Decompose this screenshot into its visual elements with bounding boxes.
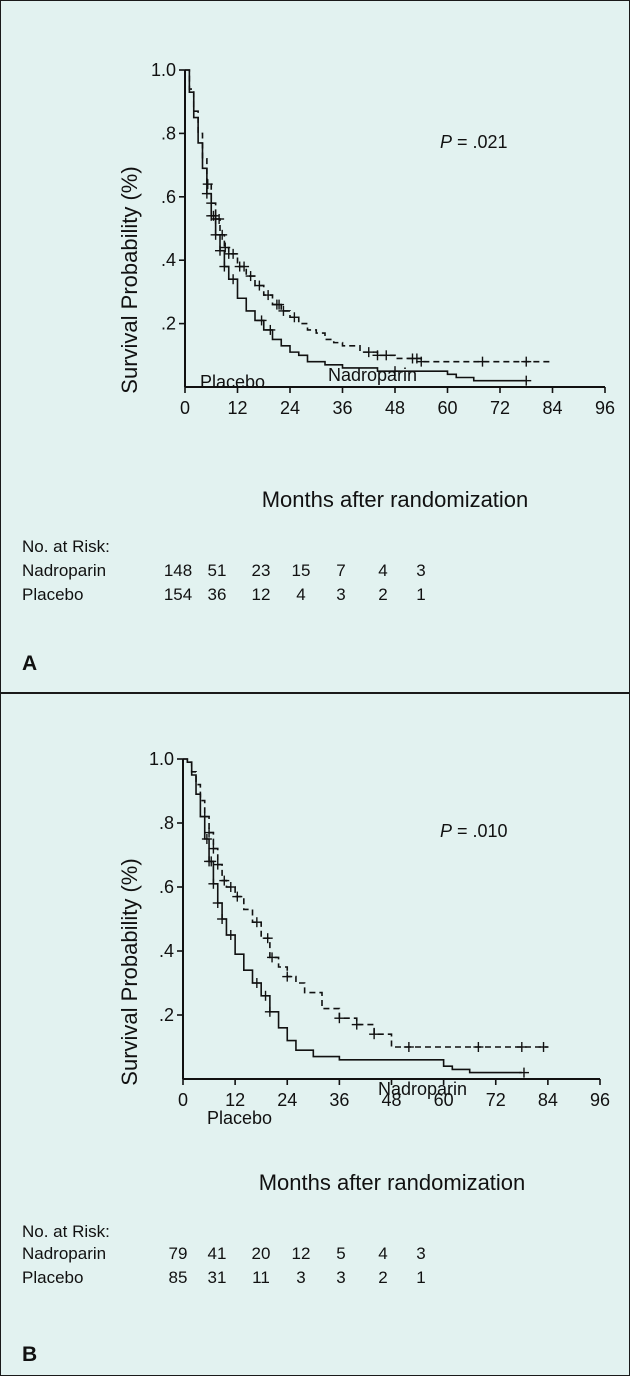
panel-a-risk-value-nadroparin: 3 (416, 561, 425, 580)
panel-a-risk-value-nadroparin: 7 (336, 561, 345, 580)
panel-b-y-tick-label: .8 (159, 813, 174, 833)
panel-b-nadroparin-curve (183, 758, 548, 1048)
panel-a-y-axis-title: Survival Probability (%) (117, 166, 142, 393)
panel-a-x-tick-label: 84 (542, 398, 562, 418)
panel-b-x-tick-label: 0 (178, 1090, 188, 1110)
panel-a-x-tick-label: 36 (332, 398, 352, 418)
panel-a-p-value: P = .021 (440, 132, 508, 152)
panel-b-x-tick-label: 84 (538, 1090, 558, 1110)
panel-b-x-tick-label: 96 (590, 1090, 610, 1110)
panel-a-y-tick-label: 1.0 (151, 60, 176, 80)
panel-a-risk-value-placebo: 2 (378, 585, 387, 604)
panel-b-risk-value-nadroparin: 20 (252, 1244, 271, 1263)
panel-a-risk-value-placebo: 3 (336, 585, 345, 604)
panel-a-label-placebo: Placebo (200, 372, 265, 392)
panel-a-x-tick-label: 72 (490, 398, 510, 418)
panel-b-label-nadroparin: Nadroparin (378, 1079, 467, 1099)
panel-a-risk-heading: No. at Risk: (22, 537, 110, 556)
panel-divider (1, 692, 630, 694)
panel-b-x-tick-label: 72 (486, 1090, 506, 1110)
panel-b-letter: B (22, 1343, 37, 1366)
panel-b-risk-label-nadroparin: Nadroparin (22, 1244, 106, 1263)
panel-b-x-tick-label: 60 (434, 1090, 454, 1110)
panel-b-p-value: P = .010 (440, 821, 508, 841)
panel-b-y-tick-label: .4 (159, 941, 174, 961)
panel-b-y-tick-label: 1.0 (149, 749, 174, 769)
panel-a-risk-value-placebo: 36 (208, 585, 227, 604)
panel-a-risk-label-placebo: Placebo (22, 585, 83, 604)
panel-a-placebo-curve (185, 69, 527, 382)
panel-b-x-tick-label: 36 (329, 1090, 349, 1110)
panel-b-risk-label-placebo: Placebo (22, 1268, 83, 1287)
panel-b-x-tick-label: 12 (225, 1090, 245, 1110)
panel-b-risk-value-placebo: 31 (208, 1268, 227, 1287)
panel-a-risk-value-placebo: 4 (296, 585, 305, 604)
panel-b-risk-value-placebo: 3 (296, 1268, 305, 1287)
panel-b-x-tick-label: 48 (381, 1090, 401, 1110)
panel-a-risk-value-nadroparin: 51 (208, 561, 227, 580)
panel-b-risk-value-nadroparin: 5 (336, 1244, 345, 1263)
panel-a-y-tick-label: .8 (161, 123, 176, 143)
panel-b-risk-value-placebo: 1 (416, 1268, 425, 1287)
panel-b-x-tick-label: 24 (277, 1090, 297, 1110)
panel-b-risk-value-placebo: 85 (169, 1268, 188, 1287)
panel-a-x-axis-title: Months after randomization (262, 487, 529, 512)
panel-b-placebo-curve (183, 758, 522, 1074)
panel-a-x-tick-label: 0 (180, 398, 190, 418)
panel-b-risk-value-nadroparin: 41 (208, 1244, 227, 1263)
panel-a-y-tick-label: .6 (161, 187, 176, 207)
panel-b-risk-value-placebo: 3 (336, 1268, 345, 1287)
panel-b-y-axis-title: Survival Probability (%) (117, 858, 142, 1085)
panel-a-risk-value-nadroparin: 148 (164, 561, 192, 580)
panel-a-y-tick-label: .2 (161, 314, 176, 334)
panel-a-x-tick-label: 60 (437, 398, 457, 418)
panel-b-risk-heading: No. at Risk: (22, 1222, 110, 1241)
panel-a-y-tick-label: .4 (161, 250, 176, 270)
panel-a-x-tick-label: 96 (595, 398, 615, 418)
panel-a-x-tick-label: 48 (385, 398, 405, 418)
panel-b-risk-value-nadroparin: 3 (416, 1244, 425, 1263)
panel-b-risk-value-nadroparin: 12 (292, 1244, 311, 1263)
panel-a-x-tick-label: 12 (227, 398, 247, 418)
panel-a-risk-label-nadroparin: Nadroparin (22, 561, 106, 580)
panel-a-nadroparin-curve (185, 69, 553, 363)
panel-b-y-tick-label: .6 (159, 877, 174, 897)
panel-b-x-axis-title: Months after randomization (259, 1170, 526, 1195)
panel-b-y-tick-label: .2 (159, 1005, 174, 1025)
panel-b-risk-value-nadroparin: 79 (169, 1244, 188, 1263)
panel-b-risk-value-placebo: 11 (252, 1268, 270, 1287)
panel-a-x-tick-label: 24 (280, 398, 300, 418)
panel-b-label-placebo: Placebo (207, 1108, 272, 1128)
panel-a-letter: A (22, 652, 37, 675)
panel-a-risk-value-placebo: 1 (416, 585, 425, 604)
panel-a-label-nadroparin: Nadroparin (328, 365, 417, 385)
panel-b-risk-value-nadroparin: 4 (378, 1244, 387, 1263)
panel-a-risk-value-nadroparin: 15 (292, 561, 311, 580)
panel-a-risk-value-placebo: 154 (164, 585, 192, 604)
panel-a-risk-value-nadroparin: 4 (378, 561, 387, 580)
panel-b-risk-value-placebo: 2 (378, 1268, 387, 1287)
panel-a-risk-value-placebo: 12 (252, 585, 271, 604)
panel-a-risk-value-nadroparin: 23 (252, 561, 271, 580)
